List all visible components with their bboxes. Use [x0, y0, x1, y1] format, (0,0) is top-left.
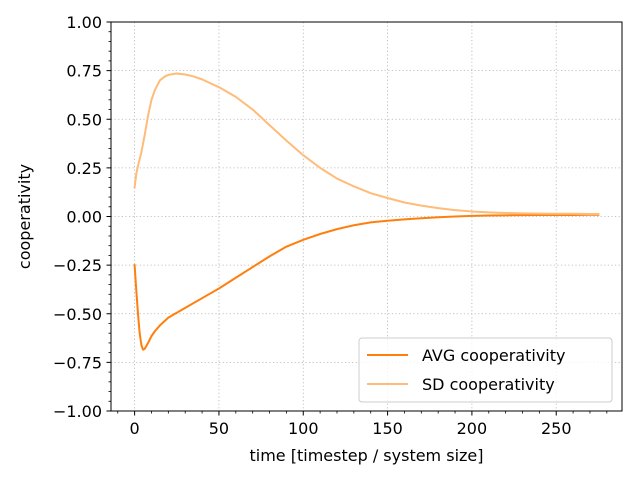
x-axis-label: time [timestep / system size]	[250, 446, 484, 465]
x-tick-label: 200	[457, 419, 488, 438]
x-tick-label: 50	[209, 419, 229, 438]
y-tick-label: 0.50	[66, 110, 102, 129]
y-axis: −1.00 −0.75 −0.50 −0.25 0.00 0.25 0.50 0.75 1.00	[53, 13, 111, 421]
y-tick-label: −1.00	[53, 402, 102, 421]
y-tick-label: 1.00	[66, 13, 102, 32]
legend: AVG cooperativity SD cooperativity	[358, 337, 613, 403]
y-tick-label: −0.50	[53, 305, 102, 324]
series-line-avg	[133, 213, 600, 351]
legend-box	[358, 337, 613, 403]
x-axis: 0 50 100 150 200 250	[117, 411, 608, 438]
x-tick-label: 0	[130, 419, 140, 438]
x-tick-label: 150	[372, 419, 403, 438]
series-layer	[133, 72, 600, 351]
y-tick-label: 0.75	[66, 62, 102, 81]
legend-label-avg: AVG cooperativity	[422, 346, 565, 365]
y-tick-label: 0.00	[66, 208, 102, 227]
legend-label-sd: SD cooperativity	[422, 375, 555, 394]
y-tick-label: 0.25	[66, 159, 102, 178]
x-tick-label: 250	[541, 419, 572, 438]
y-tick-label: −0.25	[53, 256, 102, 275]
y-axis-label: cooperativity	[15, 164, 34, 269]
y-tick-label: −0.75	[53, 353, 102, 372]
x-tick-label: 100	[288, 419, 319, 438]
series-line-sd	[133, 72, 600, 215]
